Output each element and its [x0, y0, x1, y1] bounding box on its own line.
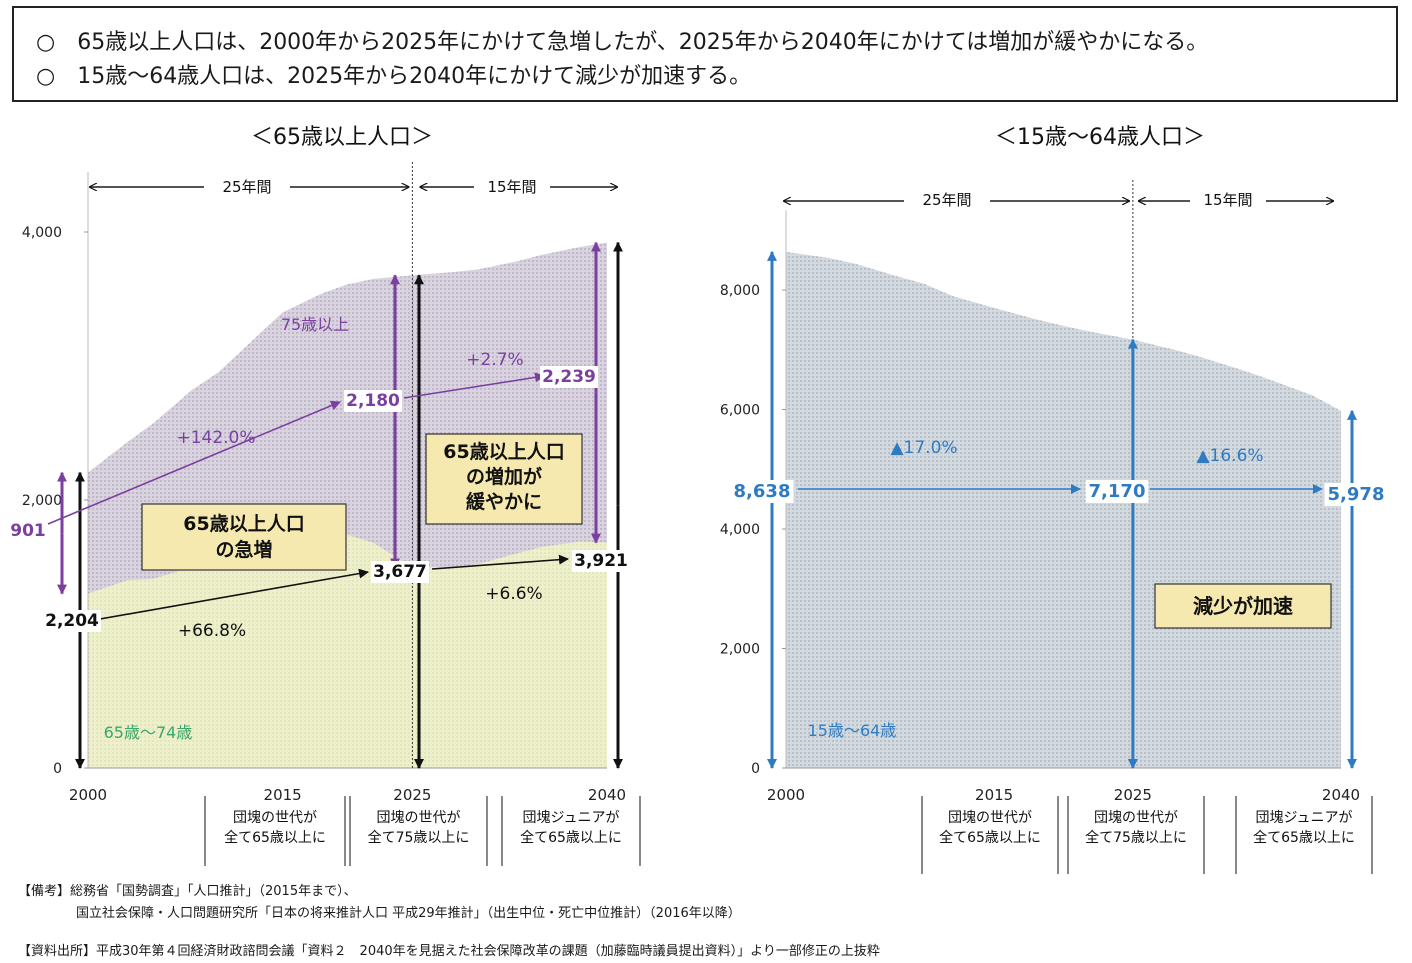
box-slow-increase-text: 65歳以上人口の増加が緩やかに: [443, 441, 564, 513]
x-tick-label: 2000: [767, 786, 805, 804]
x-tick-label: 2000: [69, 786, 107, 804]
y-tick-label: 2,000: [720, 642, 760, 658]
x-tick-label: 2040: [588, 786, 626, 804]
summary-line-2: ○ 15歳〜64歳人口は、2025年から2040年にかけて減少が加速する。: [36, 64, 752, 89]
growth-arrow-over75-2: [403, 372, 545, 399]
value-2000-bg: [43, 610, 101, 632]
annotation-note-3: 団塊ジュニアが全て65歳以上に: [1253, 810, 1355, 846]
series-label-65-74: 65歳〜74歳: [104, 723, 193, 742]
y-tick-label: 0: [751, 761, 760, 777]
annotation-note-3: 団塊ジュニアが全て65歳以上に: [520, 810, 622, 846]
footnote-source: 【資料出所】平成30年第４回経済財政諮問会議「資料２ 2040年を見据えた社会保…: [18, 944, 880, 959]
value-2040-bg: [572, 550, 630, 572]
box-slow-increase: [425, 433, 583, 525]
value-2040: 3,921: [574, 551, 628, 571]
y-tick-label: 4,000: [22, 225, 62, 241]
over75-value-2040-bg: [540, 366, 598, 388]
area-15-64: [786, 251, 1341, 768]
working-age-population-chart: ＜15歳〜64歳人口＞ 0 2,000 4,000 6,000 8,000 2000 2015…: [720, 125, 1388, 874]
value-2000: 2,204: [45, 611, 99, 631]
period-label-15: 15年間: [487, 178, 536, 196]
y-tick-label: 8,000: [720, 283, 760, 299]
annotation-note-1: 団塊の世代が全て65歳以上に: [939, 810, 1041, 846]
growth-label-total-2: +6.6%: [485, 584, 542, 604]
chart-title: ＜15歳〜64歳人口＞: [995, 125, 1205, 150]
value-2025-bg: [371, 561, 429, 583]
value-2025: 3,677: [373, 562, 427, 582]
footnote-remarks-2: 国立社会保障・人口問題研究所「日本の将来推計人口 平成29年推計」（出生中位・死…: [76, 906, 741, 921]
value-2040-bg: [1324, 483, 1388, 506]
chart-title: ＜65歳以上人口＞: [251, 125, 433, 150]
period-label-bg: [904, 190, 990, 210]
growth-arrow-total-2: [431, 554, 569, 570]
growth-label-2: ▲16.6%: [1196, 446, 1263, 466]
series-label-75-over: 75歳以上: [281, 315, 349, 334]
value-2040: 5,978: [1328, 484, 1385, 505]
growth-label-over75-1: +142.0%: [176, 428, 255, 448]
growth-label-over75-2: +2.7%: [466, 350, 523, 370]
x-tick-label: 2025: [1114, 786, 1152, 804]
annotation-note-2: 団塊の世代が全て75歳以上に: [1085, 810, 1187, 846]
value-2000: 8,638: [734, 481, 791, 502]
annotation-note-2: 団塊の世代が全て75歳以上に: [368, 810, 470, 846]
growth-label-1: ▲17.0%: [890, 438, 957, 458]
y-tick-label: 6,000: [720, 403, 760, 419]
footnote-remarks: 【備考】総務省「国勢調査」「人口推計」（2015年まで）、: [18, 884, 357, 899]
x-tick-label: 2040: [1322, 786, 1360, 804]
box-decline-accelerates-text: 減少が加速: [1193, 594, 1293, 618]
box-decline-accelerates: [1154, 583, 1332, 629]
growth-arrow-total-1: [99, 568, 369, 620]
x-tick-label: 2025: [393, 786, 431, 804]
x-tick-label: 2015: [264, 786, 302, 804]
elderly-population-chart: ＜65歳以上人口＞ 0 2,000 4,000 2000 2015 2025 2040 25年間…: [10, 125, 641, 866]
summary-box: ○ 65歳以上人口は、2000年から2025年にかけて急増したが、2025年から…: [12, 6, 1398, 102]
area-65-74: [88, 532, 607, 768]
over75-value-2040: 2,239: [542, 367, 596, 387]
period-label-15: 15年間: [1203, 191, 1252, 209]
series-label-15-64: 15歳〜64歳: [808, 721, 897, 740]
over75-value-2000: 901: [10, 521, 46, 541]
period-label-bg: [204, 176, 290, 196]
period-label-25: 25年間: [922, 191, 971, 209]
y-tick-label: 0: [53, 761, 62, 777]
x-tick-label: 2015: [975, 786, 1013, 804]
y-tick-label: 2,000: [22, 493, 62, 509]
box-rapid-increase-text: 65歳以上人口の急増: [183, 513, 304, 561]
over75-value-2025-bg: [344, 390, 402, 412]
period-label-bg: [474, 176, 550, 196]
growth-label-total-1: +66.8%: [178, 621, 246, 641]
growth-arrow-over75-1: [47, 400, 341, 525]
period-label-bg: [1190, 190, 1266, 210]
over75-value-2025: 2,180: [346, 391, 400, 411]
y-tick-label: 4,000: [720, 522, 760, 538]
value-2025-bg: [1085, 480, 1149, 503]
period-label-25: 25年間: [222, 178, 271, 196]
annotation-note-1: 団塊の世代が全て65歳以上に: [224, 810, 326, 846]
box-rapid-increase: [141, 503, 347, 571]
summary-line-1: ○ 65歳以上人口は、2000年から2025年にかけて急増したが、2025年から…: [36, 30, 1209, 55]
value-2025: 7,170: [1089, 481, 1146, 502]
value-2000-bg: [730, 480, 794, 503]
